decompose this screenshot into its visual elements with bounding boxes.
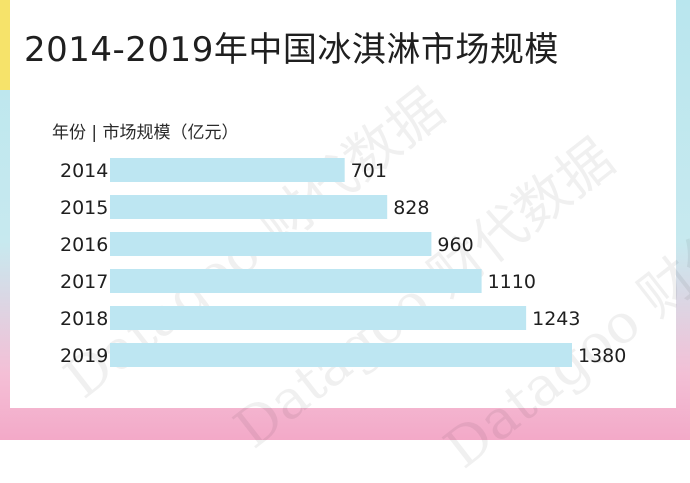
bar-2014 [110, 158, 345, 182]
bar-2015 [110, 195, 388, 219]
axis-label: 年份 | 市场规模（亿元） [52, 123, 239, 143]
bar-2018 [110, 306, 527, 330]
bar-2016 [110, 232, 432, 256]
category-label-2015: 2015 [60, 197, 108, 219]
value-label-2016: 960 [437, 234, 473, 256]
value-label-2015: 828 [393, 197, 429, 219]
category-label-2016: 2016 [60, 234, 108, 256]
category-label-2017: 2017 [60, 271, 108, 293]
bar-2017 [110, 269, 482, 293]
value-label-2018: 1243 [532, 308, 580, 330]
value-label-2017: 1110 [488, 271, 536, 293]
category-label-2019: 2019 [60, 345, 108, 367]
bar-chart: 2014 701 2015 828 2016 960 2017 1110 2018 1243 201… [60, 158, 626, 367]
value-label-2019: 1380 [578, 345, 626, 367]
bar-2019 [110, 343, 572, 367]
category-label-2018: 2018 [60, 308, 108, 330]
value-label-2014: 701 [351, 160, 387, 182]
chart-title: 2014-2019年中国冰淇淋市场规模 [24, 30, 559, 70]
category-label-2014: 2014 [60, 160, 108, 182]
accent-stripe [0, 0, 10, 90]
